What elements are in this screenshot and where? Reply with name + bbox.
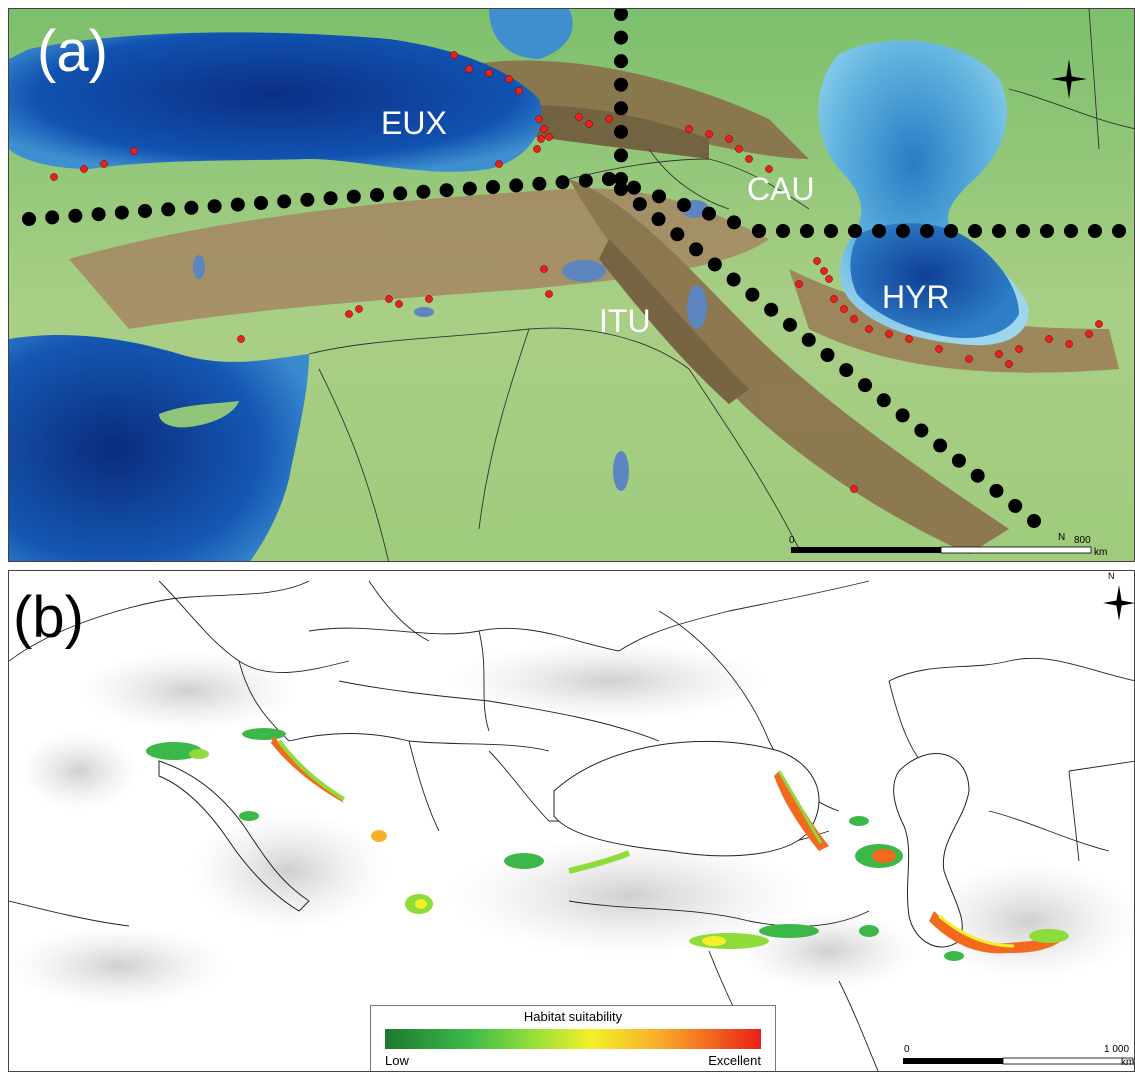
suitability-map [9, 580, 1134, 1071]
legend-color-ramp [385, 1029, 761, 1049]
italy-outline [158, 760, 310, 912]
region-label-cau: CAU [747, 171, 815, 207]
legend-high-label: Excellent [708, 1053, 761, 1068]
north-arrow-icon [1051, 59, 1087, 99]
relief-map [9, 9, 1134, 561]
map-panel-a: (a) EUX CAU HYR ITU N 0 800 km [8, 8, 1135, 562]
legend-low-label: Low [385, 1053, 409, 1068]
scale-start-b: 0 [904, 1044, 910, 1055]
panel-label-b: (b) [13, 585, 84, 650]
country-borders [308, 9, 1134, 561]
caspian-south-basin [850, 223, 1019, 339]
map-panel-b: (b) N Habitat suitability Low Excellent … [8, 570, 1135, 1072]
north-label-b: N [1108, 571, 1115, 581]
legend-title: Habitat suitability [523, 1009, 623, 1024]
region-label-itu: ITU [599, 303, 651, 339]
scale-bar-b [903, 1057, 1134, 1065]
legend: Habitat suitability Low Excellent [370, 1005, 776, 1071]
lakes [193, 200, 709, 491]
mountain-relief [69, 60, 1119, 554]
region-label-hyr: HYR [882, 279, 950, 315]
scale-unit-a: km [1094, 547, 1108, 558]
suitability-patches [146, 728, 1069, 961]
scale-unit-b: km [1121, 1057, 1135, 1068]
scale-end-a: 800 [1074, 535, 1091, 546]
cyprus [159, 401, 239, 428]
azov-sea [489, 9, 573, 59]
low-suitability-haze [9, 641, 1134, 1006]
occurrence-points [50, 51, 1103, 493]
region-label-eux: EUX [381, 105, 447, 141]
scale-start-a: 0 [789, 535, 795, 546]
refugia-divider-lines [22, 9, 1126, 528]
black-sea [9, 32, 542, 172]
scale-end-b: 1 000 [1104, 1044, 1130, 1055]
north-label-a: N [1058, 532, 1066, 543]
mediterranean-sea [9, 334, 309, 561]
panel-label-a: (a) [37, 19, 108, 84]
scale-bar-a [791, 546, 1092, 554]
north-arrow-icon [1103, 585, 1134, 621]
